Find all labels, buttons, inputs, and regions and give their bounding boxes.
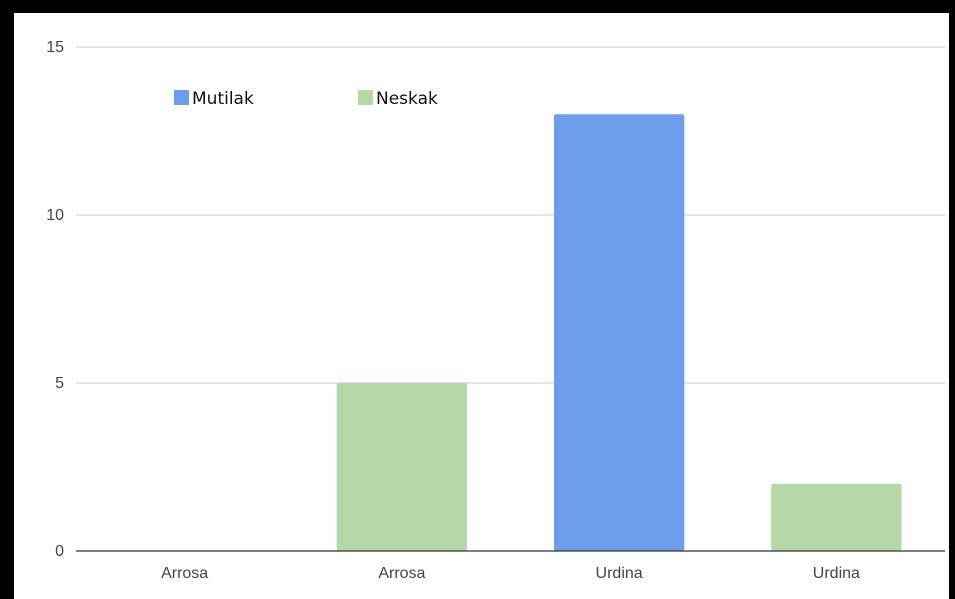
bar-mutilak (553, 114, 685, 551)
legend-label-mutilak: Mutilak (192, 89, 254, 109)
legend: Mutilak Neskak (174, 89, 438, 109)
bar-neskak (336, 383, 468, 551)
y-tick-label: 10 (46, 207, 64, 224)
y-tick-label: 15 (46, 39, 64, 56)
x-tick-label: Arrosa (378, 565, 425, 582)
legend-swatch-mutilak (174, 90, 189, 105)
legend-label-neskak: Neskak (376, 89, 438, 109)
y-tick-label: 5 (55, 375, 64, 392)
bars (336, 114, 902, 551)
x-tick-label: Urdina (596, 565, 643, 582)
gridlines (76, 46, 945, 384)
y-tick-label: 0 (55, 543, 64, 560)
x-tick-label: Arrosa (161, 565, 208, 582)
x-tick-label: Urdina (813, 565, 860, 582)
legend-swatch-neskak (358, 90, 373, 105)
bar-neskak (771, 483, 902, 551)
axes: 0 5 10 15 Arrosa Arrosa Urdina Urdina (46, 39, 945, 582)
